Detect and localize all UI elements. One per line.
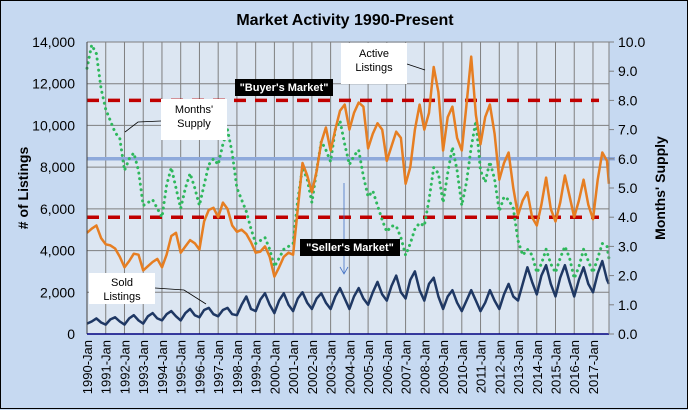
- callout-leader-months-supply: [124, 120, 162, 133]
- callout-text-sold-listings-1: Sold: [111, 277, 133, 289]
- y2-tick-label: 1.0: [618, 297, 638, 313]
- y-tick-label: 0: [67, 326, 75, 342]
- x-tick-label: 2007-Jan: [399, 340, 414, 394]
- y-tick-label: 4,000: [40, 243, 75, 259]
- annotation-active-listings: Active Listings: [341, 43, 426, 84]
- chart-title: Market Activity 1990-Present: [236, 12, 454, 29]
- callout-text-active-listings-1: Active: [359, 48, 389, 60]
- y-tick-label: 12,000: [32, 76, 75, 92]
- annotation-sold-listings: Sold Listings: [89, 273, 207, 305]
- y-axis-title: # of Listings: [15, 147, 31, 230]
- x-tick-label: 2001-Jan: [286, 340, 301, 394]
- y-tick-label: 8,000: [40, 159, 75, 175]
- sellers-market-box: [300, 239, 400, 256]
- sellers-market-label: "Seller's Market": [306, 242, 394, 254]
- x-tick-label: 1997-Jan: [211, 340, 226, 394]
- left-y-ticks: 0 2,000 4,000 6,000 8,000 10,000 12,000 14,000: [32, 34, 75, 342]
- buyers-market-box: [235, 79, 333, 96]
- x-tick-label: 2016-Jan: [567, 340, 582, 394]
- series-group: [85, 43, 611, 326]
- x-tick-label: 1993-Jan: [136, 340, 151, 394]
- callout-text-active-listings-2: Listings: [355, 62, 393, 74]
- y-tick-label: 6,000: [40, 201, 75, 217]
- y2-tick-label: 8.0: [618, 92, 638, 108]
- y-tick-label: 2,000: [40, 284, 75, 300]
- y-tick-label: 14,000: [32, 34, 75, 50]
- x-tick-label: 2005-Jan: [361, 340, 376, 394]
- x-tick-label: 2017-Jan: [586, 340, 601, 394]
- x-tick-label: 2012-Jan: [492, 340, 507, 394]
- callout-box-sold-listings: [89, 273, 155, 304]
- annotation-sellers-market: "Seller's Market": [300, 183, 400, 275]
- x-tick-label: 2000-Jan: [267, 340, 282, 394]
- x-tick-label: 1990-Jan: [80, 340, 95, 394]
- x-tick-label: 1999-Jan: [249, 340, 264, 394]
- x-ticks: 1990-Jan 1991-Jan 1992-Jan 1993-Jan 1994-Jan…: [80, 340, 601, 394]
- y2-tick-label: 5.0: [618, 180, 638, 196]
- x-tick-label: 2003-Jan: [324, 340, 339, 394]
- callout-box-months-supply: [161, 99, 227, 140]
- series-line-months-supply: [85, 43, 611, 280]
- y2-tick-label: 0.0: [618, 326, 638, 342]
- y2-tick-label: 4.0: [618, 209, 638, 225]
- x-tick-label: 1995-Jan: [174, 340, 189, 394]
- y2-tick-label: 3.0: [618, 238, 638, 254]
- y2-tick-label: 6.0: [618, 151, 638, 167]
- gridlines: [87, 41, 609, 334]
- x-tick-label: 1996-Jan: [192, 340, 207, 394]
- y2-tick-label: 2.0: [618, 268, 638, 284]
- x-tick-label: 1998-Jan: [230, 340, 245, 394]
- y2-tick-label: 10.0: [618, 34, 645, 50]
- x-tick-label: 2011-Jan: [474, 340, 489, 393]
- x-tick-label: 1991-Jan: [99, 340, 114, 394]
- callout-leader-active-listings: [406, 63, 426, 71]
- x-tick-label: 2015-Jan: [549, 340, 564, 394]
- y2-tick-label: 9.0: [618, 63, 638, 79]
- callout-text-months-supply-2: Supply: [177, 118, 211, 130]
- x-tick-label: 2010-Jan: [455, 340, 470, 394]
- callout-box-active-listings: [341, 43, 407, 84]
- x-tick-label: 2014-Jan: [530, 340, 545, 394]
- right-y-ticks: 0.0 1.0 2.0 3.0 4.0 5.0 6.0 7.0 8.0 9.0 10.0: [609, 34, 645, 342]
- x-tick-label: 2004-Jan: [342, 340, 357, 394]
- callout-text-sold-listings-2: Listings: [103, 291, 141, 303]
- y-tick-label: 10,000: [32, 117, 75, 133]
- y2-axis-title: Months' Supply: [652, 136, 668, 240]
- x-tick-label: 2006-Jan: [380, 340, 395, 394]
- x-tick-label: 2002-Jan: [305, 340, 320, 394]
- x-tick-label: 2013-Jan: [511, 340, 526, 394]
- x-tick-label: 2009-Jan: [436, 340, 451, 394]
- callout-text-months-supply-1: Months': [175, 104, 213, 116]
- callout-leader-sold-listings: [154, 287, 207, 305]
- y2-tick-label: 7.0: [618, 122, 638, 138]
- x-tick-label: 2008-Jan: [417, 340, 432, 394]
- annotation-buyers-market: "Buyer's Market": [235, 79, 333, 96]
- buyers-market-label: "Buyer's Market": [240, 82, 329, 94]
- series-line-sold-listings: [86, 259, 611, 326]
- sellers-market-arrowhead: [339, 266, 349, 275]
- x-tick-label: 1994-Jan: [155, 340, 170, 394]
- annotation-months-supply: Months' Supply: [124, 99, 227, 140]
- series-line-active-listings: [86, 55, 611, 278]
- plot-area: [87, 42, 609, 334]
- x-tick-label: 1992-Jan: [117, 340, 132, 394]
